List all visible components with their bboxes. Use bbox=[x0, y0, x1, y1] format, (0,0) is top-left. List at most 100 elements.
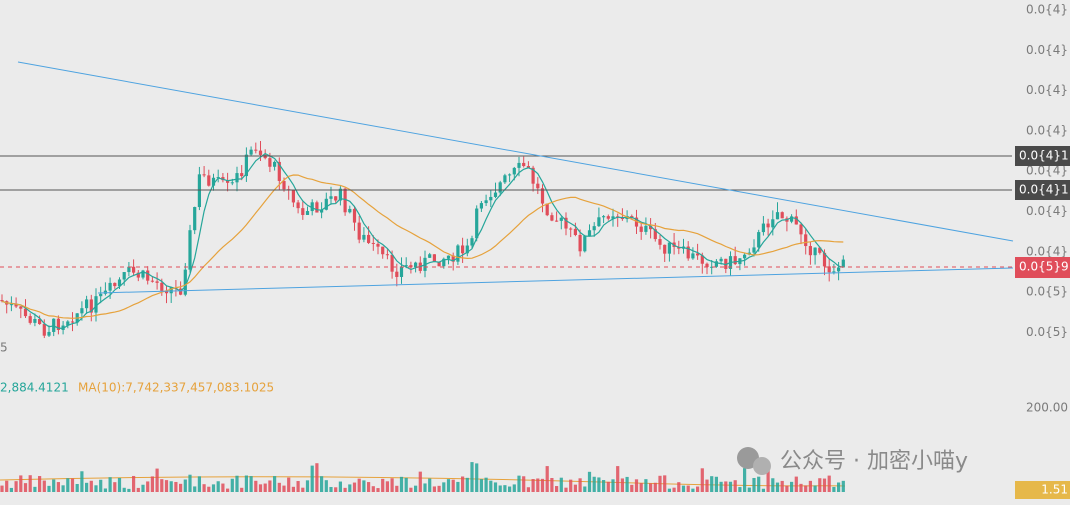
volume-bar bbox=[663, 475, 667, 492]
volume-bar bbox=[630, 484, 634, 492]
volume-bar bbox=[728, 481, 733, 492]
volume-bar bbox=[33, 486, 37, 492]
candle-body bbox=[33, 318, 37, 323]
volume-bar bbox=[493, 482, 498, 492]
volume-tag-bg bbox=[1015, 481, 1070, 499]
volume-bar bbox=[696, 486, 700, 492]
volume-bar bbox=[395, 485, 399, 492]
volume-bar bbox=[423, 483, 427, 492]
candle-body bbox=[141, 270, 145, 278]
volume-bar bbox=[653, 482, 657, 492]
volume-ma bbox=[0, 476, 846, 487]
candle-body bbox=[371, 242, 375, 244]
volume-bar bbox=[540, 478, 545, 492]
left-label: 5 bbox=[0, 341, 8, 355]
volume-bar bbox=[399, 476, 404, 492]
volume-bar bbox=[428, 478, 432, 492]
candle-body bbox=[634, 217, 639, 227]
candle-body bbox=[771, 219, 775, 228]
candle-body bbox=[310, 202, 314, 212]
candle-body bbox=[127, 266, 131, 273]
candle-body bbox=[249, 149, 253, 155]
y-tick-label: 0.0{5} bbox=[1026, 285, 1068, 299]
candle-body bbox=[550, 215, 554, 221]
volume-bar bbox=[70, 478, 75, 492]
indicator-lines bbox=[0, 152, 846, 487]
candle-body bbox=[136, 272, 140, 278]
volume-bar bbox=[343, 487, 347, 492]
volume-bar bbox=[587, 471, 592, 492]
volume-bar bbox=[832, 486, 836, 492]
candle-body bbox=[99, 293, 103, 297]
candle-body bbox=[799, 224, 803, 235]
y-axis: 0.0{4} 0.0{4} 0.0{4} 0.0{4} 0.0{4} 0.0{4} 0.0{… bbox=[1026, 3, 1068, 339]
candle-body bbox=[752, 247, 756, 253]
candle-body bbox=[437, 261, 441, 267]
candle-body bbox=[611, 216, 615, 219]
price-tag-bg bbox=[1015, 257, 1070, 278]
candle-body bbox=[42, 324, 46, 336]
volume-bar bbox=[249, 476, 253, 492]
volume-bar bbox=[555, 486, 559, 492]
volume-bar bbox=[409, 487, 413, 492]
candle-body bbox=[334, 196, 338, 201]
volume-bar bbox=[141, 484, 145, 492]
price-tag-bg bbox=[1015, 146, 1070, 166]
volume-bar bbox=[512, 484, 516, 492]
volume-bar bbox=[508, 486, 512, 492]
candle-body bbox=[696, 253, 700, 256]
volume-bar bbox=[315, 463, 319, 492]
candle-body bbox=[780, 212, 784, 219]
volume-bar bbox=[216, 481, 220, 492]
candle-body bbox=[479, 203, 483, 209]
volume-bar bbox=[103, 488, 107, 492]
candle-body bbox=[305, 211, 310, 215]
volume-bar bbox=[381, 478, 385, 492]
candle-body bbox=[573, 228, 577, 236]
candle-body bbox=[465, 245, 469, 254]
candle-body bbox=[103, 290, 107, 294]
ma-line bbox=[1, 174, 844, 319]
volume-bar bbox=[517, 475, 521, 492]
volume-bar bbox=[0, 485, 4, 492]
volume-bar bbox=[526, 487, 530, 492]
volume-bar bbox=[808, 480, 812, 492]
candle-body bbox=[606, 216, 610, 219]
candle-body bbox=[790, 216, 794, 222]
volume-bar bbox=[66, 478, 70, 492]
volume-bar bbox=[837, 482, 841, 492]
volume-bar bbox=[775, 482, 780, 492]
candle-body bbox=[85, 299, 89, 309]
volume-bar bbox=[277, 482, 281, 492]
candle-body bbox=[301, 208, 305, 215]
candle-body bbox=[526, 166, 530, 168]
candle-body bbox=[390, 254, 394, 272]
candle-body bbox=[686, 246, 690, 259]
candle-body bbox=[409, 265, 413, 268]
candle-body bbox=[602, 216, 606, 218]
candle-body bbox=[428, 254, 432, 258]
volume-bar bbox=[639, 483, 643, 492]
volume-bar bbox=[522, 476, 526, 492]
volume-bar bbox=[193, 486, 197, 492]
volume-bar bbox=[38, 476, 42, 492]
candle-body bbox=[700, 255, 704, 264]
volume-bars bbox=[0, 462, 845, 492]
volume-bar bbox=[371, 486, 375, 492]
ma-line bbox=[1, 152, 844, 330]
candle-body bbox=[226, 180, 230, 183]
candle-body bbox=[385, 254, 389, 256]
candle-body bbox=[813, 247, 817, 256]
volume-bar bbox=[117, 477, 122, 492]
volume-bar bbox=[489, 480, 493, 492]
volume-bar bbox=[461, 476, 465, 492]
volume-bar bbox=[827, 475, 831, 492]
candle-body bbox=[132, 266, 136, 273]
volume-bar bbox=[597, 477, 601, 492]
volume-bar bbox=[804, 485, 808, 492]
volume-bar bbox=[672, 487, 676, 492]
volume-bar bbox=[221, 483, 225, 492]
volume-bar bbox=[136, 487, 140, 492]
volume-bar bbox=[188, 474, 192, 492]
